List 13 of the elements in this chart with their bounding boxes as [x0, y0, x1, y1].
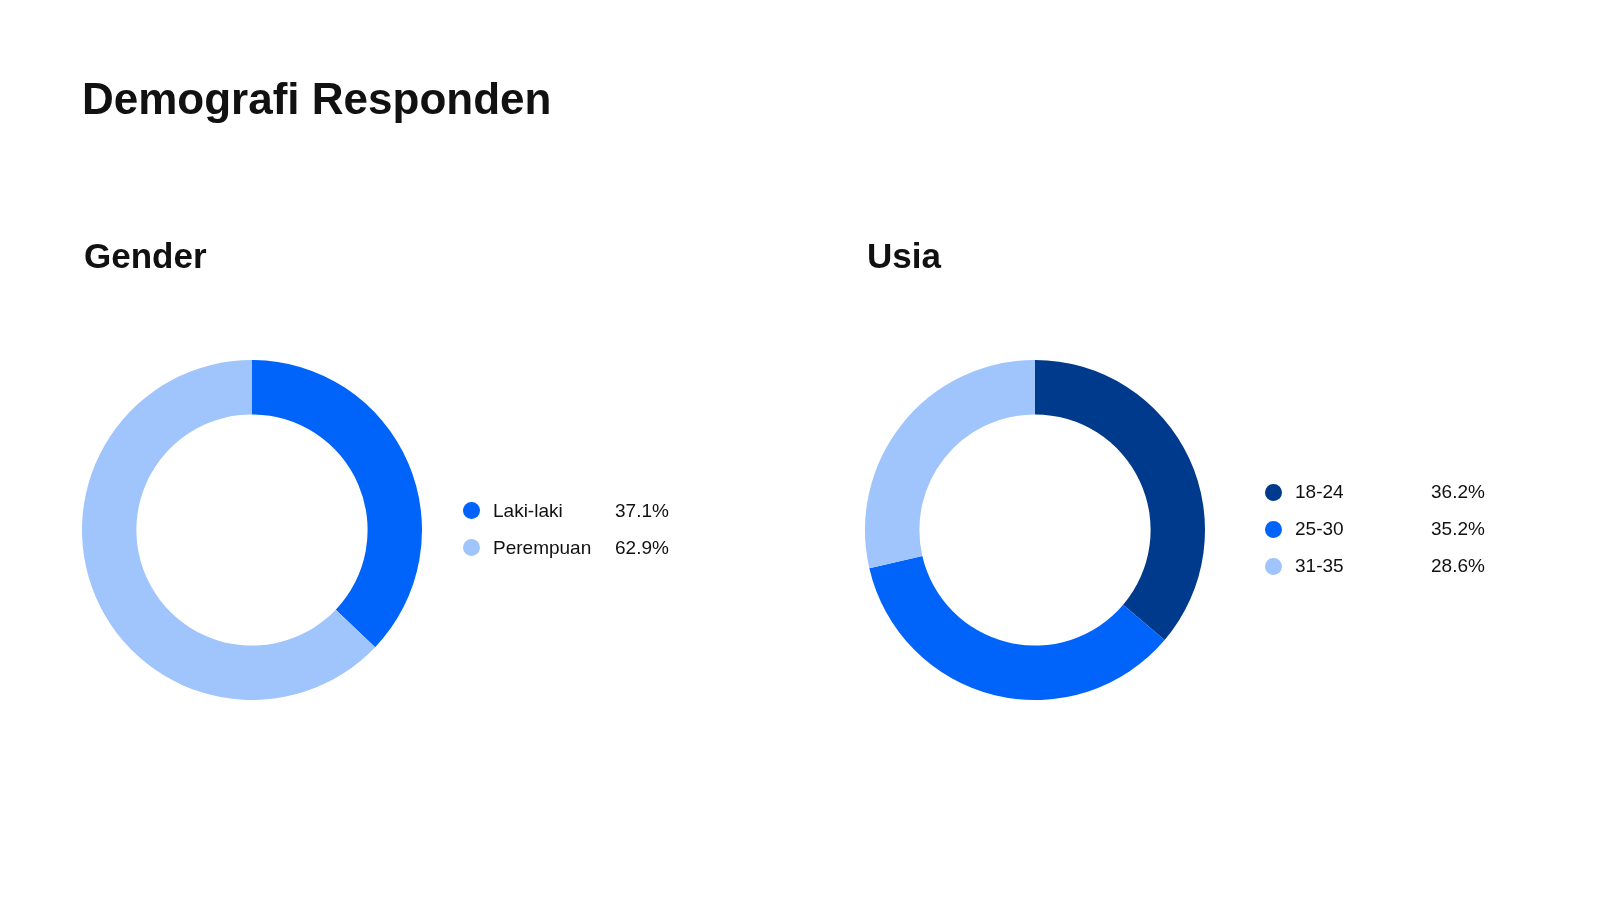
data-label: 36.2% [1431, 481, 1485, 503]
data-label: 62.9% [615, 536, 669, 559]
legend-label: 18-24 [1295, 481, 1345, 503]
chart-title: Usia [867, 236, 941, 276]
chart-subtitle: Gender [84, 236, 207, 276]
legend-label: 25-30 [1295, 518, 1345, 540]
legend-label: Laki-laki [493, 499, 564, 522]
data-label: 28.6% [1431, 555, 1485, 577]
legend-label: 31-35 [1295, 555, 1345, 577]
chart-title: Demografi Responden [82, 74, 552, 124]
data-label: 37.1% [615, 499, 669, 522]
legend-label: Perempuan [493, 536, 593, 559]
data-label: 35.2% [1431, 518, 1485, 540]
